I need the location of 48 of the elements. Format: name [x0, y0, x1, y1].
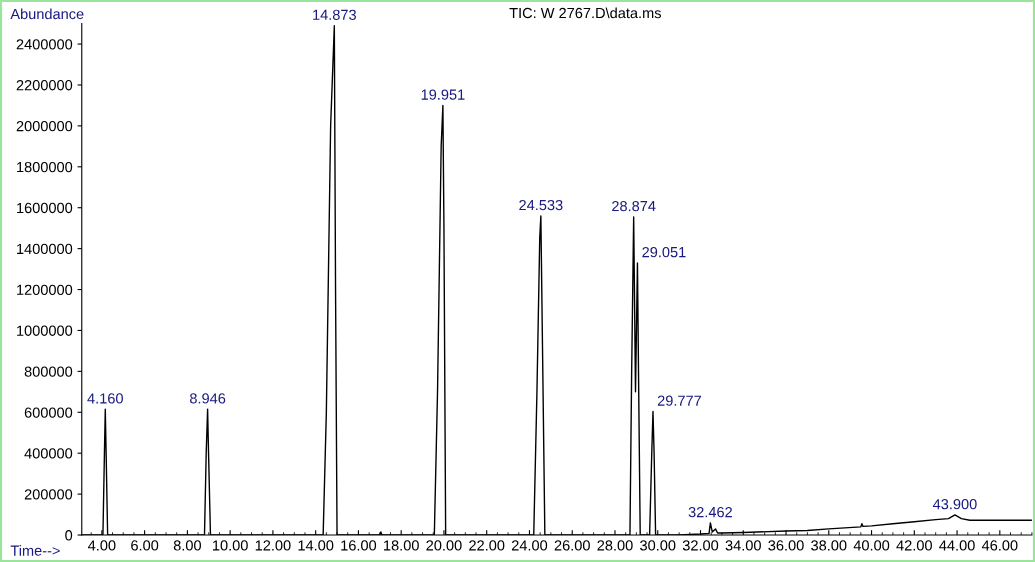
x-tick-label: 6.00 [131, 540, 159, 551]
x-tick-label: 12.00 [255, 540, 291, 551]
y-tick-label: 400000 [24, 448, 73, 459]
x-tick-label: 42.00 [896, 540, 932, 551]
x-tick-label: 38.00 [811, 540, 847, 551]
x-tick-label: 10.00 [213, 540, 248, 551]
y-axis-title: Abundance [10, 8, 84, 20]
chart-title: TIC: W 2767.D\data.ms [509, 7, 661, 19]
y-tick-label: 2000000 [16, 120, 73, 132]
annotation: 28.874 [612, 200, 656, 212]
annotation: 14.873 [313, 9, 356, 20]
x-tick-label: 18.00 [384, 540, 419, 551]
x-axis-title: Time--> [10, 545, 60, 556]
x-tick-label: 30.00 [640, 540, 676, 551]
x-tick-label: 44.00 [939, 540, 975, 551]
x-tick-label: 34.00 [725, 540, 761, 551]
y-tick-label: 600000 [24, 407, 73, 418]
y-tick-label: 1600000 [17, 202, 73, 214]
x-tick-label: 32.00 [682, 540, 719, 551]
x-tick-label: 26.00 [554, 540, 590, 551]
x-tick-label: 14.00 [298, 540, 334, 551]
y-tick-label: 0 [65, 530, 73, 541]
annotation: 29.051 [642, 246, 686, 258]
annotation: 29.777 [657, 395, 702, 406]
y-tick-label: 1400000 [17, 243, 73, 255]
y-tick-label: 2200000 [16, 80, 73, 91]
y-tick-label: 2400000 [16, 39, 73, 50]
x-tick-label: 28.00 [597, 540, 633, 551]
annotation: 4.160 [87, 393, 123, 404]
annotation: 8.946 [190, 393, 226, 404]
annotation: 24.533 [519, 199, 563, 211]
y-tick-label: 200000 [24, 489, 73, 500]
y-tick-label: 1200000 [17, 284, 73, 295]
x-tick-label: 4.00 [88, 540, 116, 551]
y-tick-label: 1800000 [17, 161, 73, 173]
x-tick-label: 24.00 [511, 540, 548, 551]
x-tick-label: 46.00 [981, 540, 1018, 551]
x-tick-label: 16.00 [341, 540, 377, 551]
x-tick-label: 36.00 [768, 540, 804, 551]
annotation: 19.951 [421, 89, 465, 100]
x-tick-label: 8.00 [173, 540, 202, 551]
y-tick-label: 800000 [24, 366, 73, 377]
x-tick-label: 22.00 [469, 540, 505, 551]
y-tick-label: 1000000 [17, 325, 73, 336]
x-tick-label: 20.00 [426, 540, 462, 551]
annotation: 32.462 [688, 506, 732, 518]
x-tick-label: 40.00 [853, 540, 890, 551]
annotation: 43.900 [932, 498, 977, 510]
